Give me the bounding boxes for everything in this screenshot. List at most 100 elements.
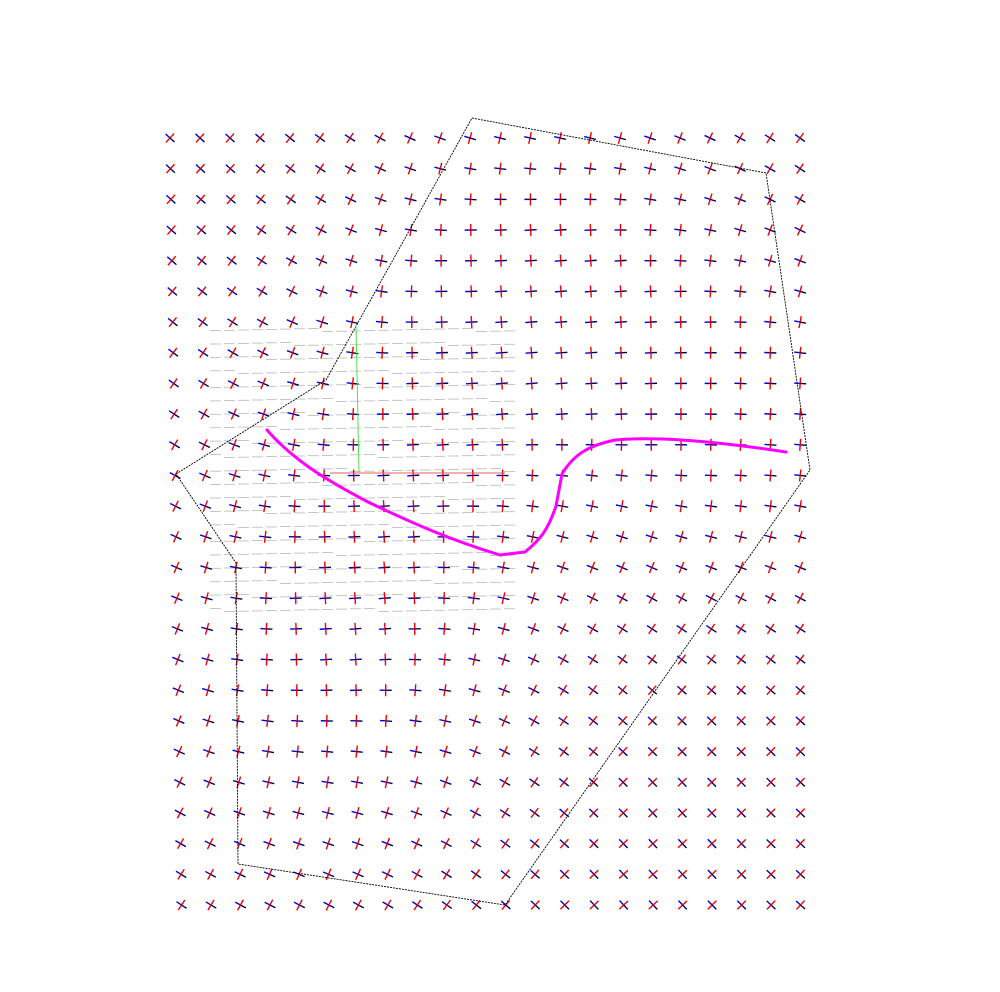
field-cross [615, 530, 628, 543]
cross-arm-overlay [740, 628, 747, 633]
cross-arm-secondary [530, 592, 536, 605]
cross-arm-overlay [622, 751, 628, 756]
cross-arm-overlay [504, 812, 511, 817]
cross-arm-overlay [622, 720, 628, 726]
field-cross [646, 592, 658, 604]
field-cross [734, 500, 747, 513]
field-cross [292, 837, 305, 850]
field-cross [374, 162, 387, 175]
field-cross [375, 254, 388, 267]
field-cross [352, 899, 365, 911]
field-cross [165, 133, 175, 143]
field-cross [496, 438, 509, 451]
cross-arm-overlay [800, 291, 806, 294]
field-cross [704, 285, 717, 298]
field-cross [173, 745, 185, 758]
field-cross [404, 132, 416, 144]
cross-arm-overlay [622, 659, 628, 664]
field-cross [557, 623, 569, 635]
field-cross [204, 868, 217, 880]
field-cross [171, 623, 184, 635]
cross-arm-overlay [320, 168, 326, 173]
field-cross [407, 469, 420, 482]
field-cross [378, 530, 391, 543]
cross-arm-overlay [387, 874, 394, 878]
field-cross [172, 684, 185, 697]
field-cross [795, 715, 806, 726]
cross-arm-overlay [206, 567, 213, 570]
field-cross [285, 224, 297, 236]
cross-arm-overlay [711, 812, 717, 818]
cross-arm-secondary [325, 806, 330, 819]
field-cross [351, 806, 364, 819]
field-cross [497, 622, 510, 635]
field-cross [465, 377, 479, 390]
cross-arm-overlay [230, 168, 236, 173]
cross-arm-overlay [298, 873, 305, 877]
field-cross [528, 746, 540, 758]
field-cross [322, 868, 335, 881]
field-cross [794, 377, 807, 390]
field-cross [527, 592, 540, 605]
field-cross [468, 684, 481, 697]
cross-arm-secondary [649, 316, 652, 329]
field-cross [225, 163, 236, 174]
field-cross [555, 377, 568, 390]
field-cross [229, 530, 242, 543]
cross-arm-overlay [357, 843, 364, 846]
field-cross [378, 561, 391, 574]
cross-arm-overlay [264, 505, 271, 508]
field-cross [735, 623, 747, 635]
field-cross [614, 346, 628, 359]
cross-arm-secondary [195, 163, 205, 174]
cross-arm-secondary [559, 224, 562, 237]
cross-arm-overlay [680, 199, 687, 202]
field-cross [677, 746, 687, 757]
cross-arm-overlay [178, 720, 185, 724]
cross-arm-secondary [529, 254, 532, 267]
field-cross [229, 561, 242, 574]
field-cross [675, 561, 688, 574]
field-cross [614, 224, 627, 237]
cross-arm-overlay [770, 812, 776, 818]
cross-arm-secondary [325, 868, 332, 881]
field-cross [319, 592, 332, 605]
field-cross [495, 377, 508, 390]
field-cross [554, 254, 567, 267]
field-cross [435, 254, 448, 267]
field-cross [527, 623, 540, 635]
field-cross [288, 530, 301, 543]
field-cross [706, 746, 717, 757]
field-cross [376, 408, 389, 421]
cross-arm-overlay [209, 781, 215, 785]
cross-arm-overlay [770, 782, 776, 787]
field-cross [674, 254, 687, 267]
field-cross [500, 869, 511, 880]
cross-arm-overlay [711, 874, 717, 879]
cross-arm-secondary [589, 808, 599, 818]
field-cross [375, 316, 388, 329]
cross-arm-overlay [235, 536, 242, 539]
cross-arm-overlay [589, 137, 596, 140]
cross-arm-overlay [592, 720, 599, 725]
field-cross [707, 869, 717, 880]
cross-arm-secondary [766, 869, 776, 880]
field-cross [165, 163, 176, 174]
cross-arm-secondary [226, 224, 236, 236]
field-cross [404, 162, 417, 175]
field-cross [618, 746, 628, 757]
field-cross [674, 316, 687, 329]
cross-arm-overlay [592, 567, 599, 571]
cross-arm-overlay [172, 321, 178, 327]
cross-arm-overlay [534, 812, 540, 817]
cross-arm-overlay [292, 383, 299, 386]
field-cross [677, 869, 688, 880]
cross-arm-overlay [350, 168, 356, 172]
field-cross [348, 500, 361, 513]
cross-arm-overlay [740, 720, 746, 726]
trajectory-path [265, 428, 788, 557]
cross-arm-secondary [353, 561, 356, 574]
field-cross [676, 623, 688, 635]
field-cross [647, 808, 658, 818]
field-cross [318, 500, 331, 513]
